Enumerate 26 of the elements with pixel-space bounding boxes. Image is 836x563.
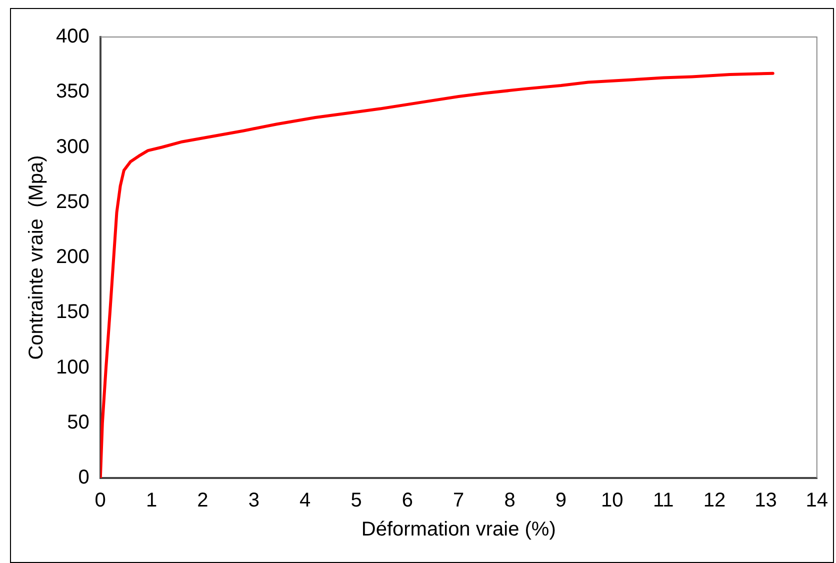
x-tick-label: 13 bbox=[754, 490, 777, 512]
x-tick-label: 1 bbox=[146, 490, 158, 512]
y-tick-label: 350 bbox=[56, 80, 90, 103]
x-tick-label: 10 bbox=[601, 490, 624, 512]
x-tick-label: 9 bbox=[555, 490, 567, 512]
x-tick-label: 7 bbox=[453, 490, 464, 512]
x-tick-label: 0 bbox=[94, 490, 106, 512]
y-tick-label: 0 bbox=[78, 466, 90, 489]
x-tick-label: 2 bbox=[197, 490, 208, 512]
x-tick-label: 14 bbox=[806, 490, 828, 512]
x-tick-label: 4 bbox=[300, 490, 311, 512]
x-axis-title: Déformation vraie (%) bbox=[361, 518, 556, 541]
y-tick-label: 400 bbox=[56, 26, 90, 48]
x-tick-label: 12 bbox=[703, 490, 726, 512]
x-tick-label: 5 bbox=[350, 490, 362, 512]
y-tick-label: 150 bbox=[56, 301, 90, 324]
y-tick-label: 250 bbox=[56, 190, 90, 213]
x-tick-label: 11 bbox=[652, 490, 674, 512]
x-tick-label: 8 bbox=[504, 490, 516, 512]
y-tick-label: 300 bbox=[56, 136, 90, 158]
y-tick-label: 50 bbox=[67, 411, 90, 434]
x-tick-label: 3 bbox=[248, 490, 260, 512]
y-tick-label: 200 bbox=[56, 246, 90, 268]
x-tick-label: 6 bbox=[402, 490, 414, 512]
y-tick-label: 100 bbox=[56, 356, 90, 378]
y-axis-title: Contrainte vraie (Mpa) bbox=[26, 155, 48, 360]
